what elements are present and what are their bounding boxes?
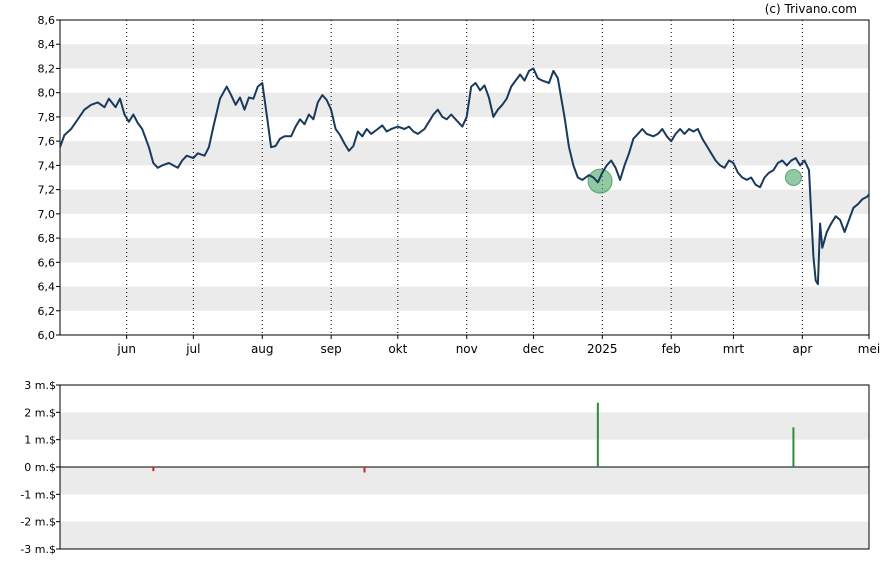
- volume-y-tick-label: -2 m.$: [20, 516, 56, 529]
- price-x-tick-label: aug: [251, 342, 274, 356]
- price-y-tick-label: 7,2: [38, 184, 56, 197]
- price-x-tick-label: sep: [321, 342, 342, 356]
- buy-bar: [792, 427, 795, 467]
- price-y-tick-label: 7,8: [38, 111, 56, 124]
- price-y-tick-label: 6,2: [38, 305, 56, 318]
- price-bands: [60, 44, 869, 311]
- transaction-marker: [784, 169, 802, 186]
- volume-y-tick-label: 2 m.$: [24, 406, 56, 419]
- price-vertical-grid: [126, 20, 870, 335]
- price-line: [59, 67, 870, 286]
- volume-y-tick-label: 3 m.$: [24, 379, 56, 392]
- price-y-tick-label: 6,8: [38, 232, 56, 245]
- volume-band: [60, 412, 869, 440]
- sell-bar: [152, 467, 155, 472]
- price-y-tick-label: 7,0: [38, 208, 56, 221]
- price-x-tick-label: jul: [185, 342, 200, 356]
- price-x-axis: jun jul aug sep okt nov dec 2025 feb mrt apr mei: [116, 335, 880, 356]
- price-y-tick-label: 7,6: [38, 135, 56, 148]
- price-band: [60, 189, 869, 214]
- price-x-tick-label: apr: [792, 342, 812, 356]
- price-band: [60, 238, 869, 263]
- price-band: [60, 286, 869, 311]
- transaction-markers: [587, 168, 802, 194]
- price-y-tick-label: 8,6: [38, 14, 56, 27]
- price-x-tick-label: 2025: [587, 342, 618, 356]
- transaction-marker: [587, 168, 613, 194]
- volume-y-tick-label: -1 m.$: [20, 488, 56, 501]
- price-y-tick-label: 8,2: [38, 62, 56, 75]
- price-y-tick-label: 6,6: [38, 256, 56, 269]
- price-x-tick-label: dec: [523, 342, 545, 356]
- price-y-tick-label: 6,4: [38, 281, 56, 294]
- buy-bar: [596, 402, 599, 467]
- price-x-tick-label: feb: [662, 342, 681, 356]
- price-y-tick-label: 7,4: [38, 159, 56, 172]
- price-x-tick-label: nov: [456, 342, 478, 356]
- volume-y-tick-label: 0 m.$: [24, 461, 56, 474]
- price-band: [60, 141, 869, 166]
- price-y-tick-label: 8,0: [38, 87, 56, 100]
- price-y-tick-label: 8,4: [38, 38, 56, 51]
- price-x-tick-label: mei: [858, 342, 880, 356]
- volume-band: [60, 467, 869, 495]
- volume-y-tick-label: -3 m.$: [20, 543, 56, 556]
- volume-bars: [152, 402, 795, 473]
- volume-y-axis: 3 m.$ 2 m.$ 1 m.$ 0 m.$ -1 m.$ -2 m.$ -3 m.$: [20, 379, 60, 556]
- volume-bands: [60, 412, 869, 549]
- price-x-tick-label: okt: [388, 342, 407, 356]
- price-plot-frame: [59, 19, 870, 336]
- price-band: [60, 92, 869, 117]
- volume-y-tick-label: 1 m.$: [24, 434, 56, 447]
- price-x-tick-label: jun: [116, 342, 136, 356]
- price-x-tick-label: mrt: [723, 342, 745, 356]
- price-y-axis: 6,0 6,2 6,4 6,6 6,8 7,0 7,2 7,4 7,6 7,8 8,0 8,2 8,4 8…: [38, 14, 60, 342]
- copyright: (c) Trivano.com: [765, 2, 857, 16]
- price-band: [60, 44, 869, 69]
- price-y-tick-label: 6,0: [38, 329, 56, 342]
- sell-bar: [363, 467, 366, 473]
- volume-band: [60, 521, 869, 549]
